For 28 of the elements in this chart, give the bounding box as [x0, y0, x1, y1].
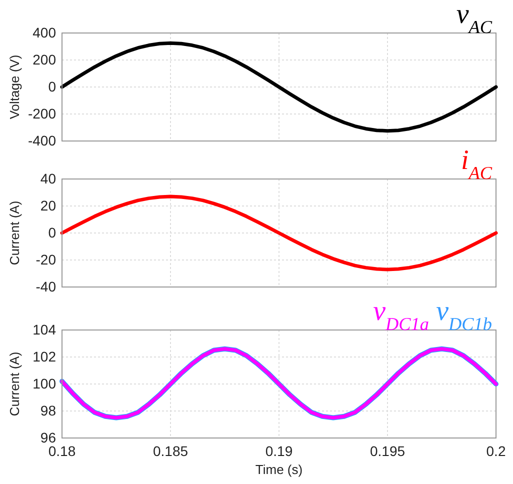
- y-tick-label: -20: [36, 251, 56, 268]
- x-tick-label: 0.19: [265, 442, 293, 459]
- y-tick-label: 98: [40, 402, 56, 418]
- x-tick-label: 0.2: [486, 442, 506, 459]
- y-tick-label: 96: [40, 429, 56, 446]
- series-label: v$_{DC1a}$: [373, 296, 429, 334]
- y-tick-label: -400: [28, 132, 56, 148]
- y-tick-label: 0: [48, 78, 56, 94]
- y-tick-label: 400: [32, 24, 56, 40]
- y-axis-title: Current (A): [7, 200, 22, 266]
- series-label: i$_{AC}$: [460, 145, 493, 183]
- y-tick-label: 20: [40, 197, 56, 214]
- y-tick-label: 100: [32, 375, 56, 392]
- x-tick-label: 0.195: [370, 442, 406, 459]
- y-axis-title: Current (A): [7, 352, 22, 416]
- y-tick-label: 0: [48, 224, 56, 240]
- y-tick-label: 200: [32, 51, 56, 68]
- y-tick-label: 102: [32, 348, 56, 364]
- y-tick-label: -40: [36, 278, 56, 294]
- x-axis-title: Time (s): [255, 462, 303, 477]
- y-axis-title: Voltage (V): [7, 54, 22, 120]
- y-tick-label: 40: [40, 170, 56, 186]
- y-tick-label: 104: [32, 321, 56, 338]
- x-tick-label: 0.18: [48, 442, 76, 459]
- series-label: v$_{DC1b}$: [436, 296, 492, 334]
- series-label: v$_{AC}$: [456, 0, 493, 37]
- y-tick-label: -200: [28, 105, 56, 122]
- x-tick-label: 0.185: [152, 442, 188, 459]
